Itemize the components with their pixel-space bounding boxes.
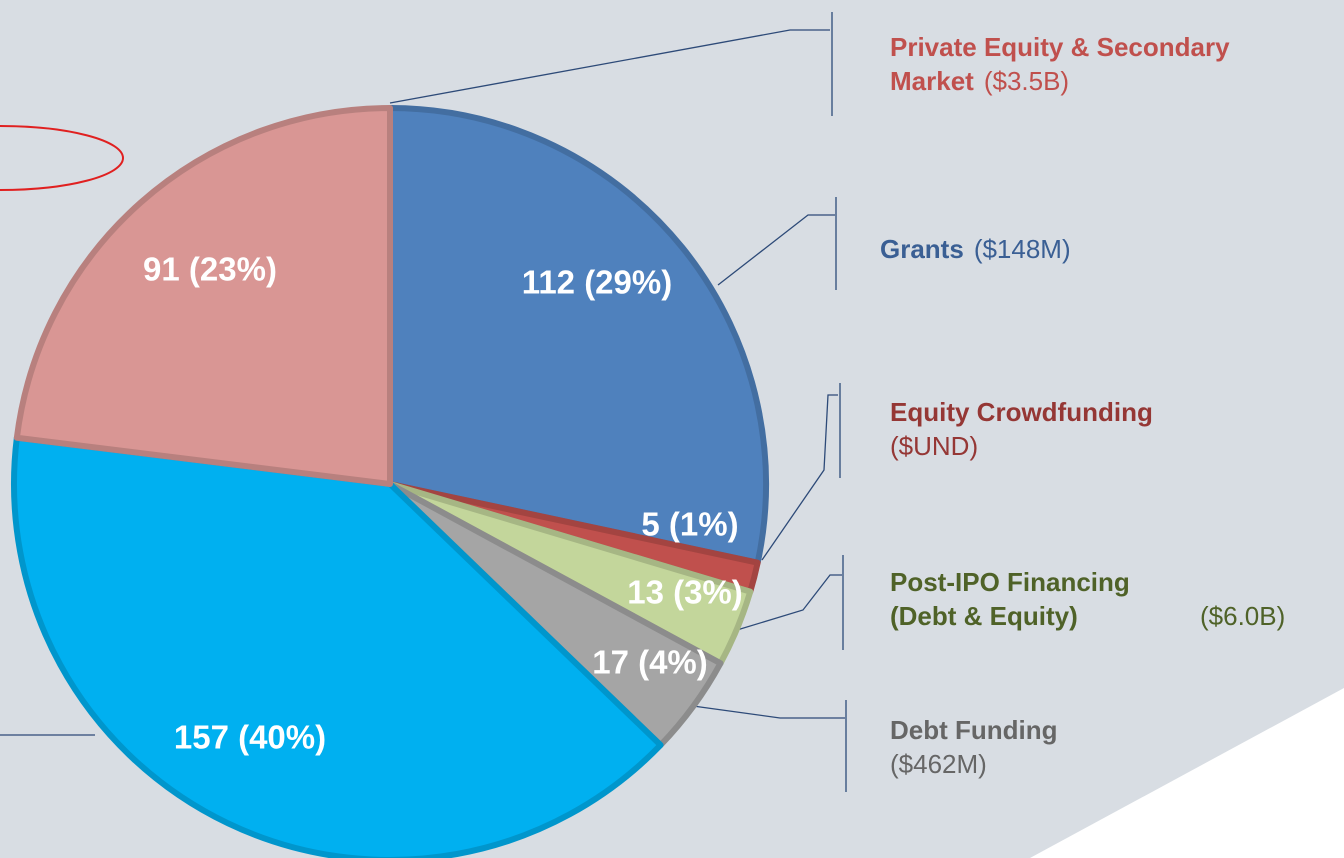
slices [11, 105, 769, 858]
highlight-ellipse [0, 125, 124, 191]
leader-lines [0, 12, 847, 792]
value-label: 17 (4%) [592, 644, 708, 681]
value-label: 91 (23%) [143, 251, 277, 288]
leader-line [761, 394, 838, 561]
legend-amount: ($3.5B) [983, 66, 1070, 96]
legend-entry: Equity Crowdfunding ($UND) [890, 395, 1330, 463]
value-label: 157 (40%) [174, 719, 326, 756]
legend-amount: ($462M) [890, 749, 987, 779]
legend-entry: Post-IPO Financing (Debt & Equity) ($6.0B… [890, 565, 1340, 633]
pie-slice [11, 434, 664, 858]
legend-name: Equity Crowdfunding [890, 397, 1153, 427]
leader-line [736, 574, 842, 631]
value-label: 112 (29%) [522, 264, 672, 301]
leader-line [717, 214, 835, 286]
value-label: 13 (3%) [627, 574, 743, 611]
legend-amount: ($6.0B) [1200, 601, 1286, 631]
legend-name: Private Equity & Secondary Market [890, 32, 1230, 96]
pie-slice [13, 105, 393, 487]
pie-slice [387, 105, 769, 566]
legend-name: Debt Funding [890, 715, 1058, 745]
legend-entry: Private Equity & Secondary Market ($3.5B) [890, 30, 1340, 98]
legend-amount: ($UND) [890, 431, 979, 461]
legend-name: Grants [880, 234, 964, 264]
legend-name: Post-IPO Financing (Debt & Equity) [890, 567, 1130, 631]
leader-line [692, 705, 845, 719]
legend-entry: Debt Funding ($462M) [890, 713, 1330, 781]
legend-entry: Grants ($148M) [880, 232, 1340, 266]
value-labels: 112 (29%) 5 (1%) 13 (3%) 17 (4%) 157 (40%) 91… [143, 251, 743, 756]
value-label: 5 (1%) [641, 506, 738, 543]
corner-panel [1030, 688, 1344, 858]
leader-line [389, 29, 830, 104]
legend-amount: ($148M) [973, 234, 1071, 264]
